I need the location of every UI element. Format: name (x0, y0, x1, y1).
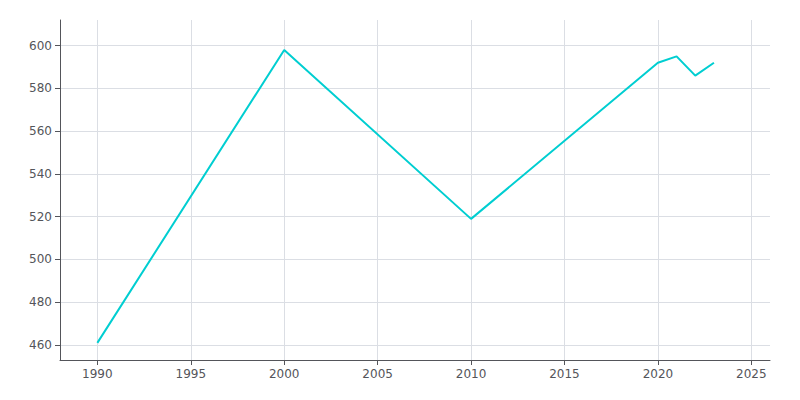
svg-text:1990: 1990 (82, 367, 113, 381)
svg-text:520: 520 (29, 210, 52, 224)
svg-text:500: 500 (29, 252, 52, 266)
svg-text:480: 480 (29, 295, 52, 309)
svg-text:2005: 2005 (362, 367, 393, 381)
svg-text:540: 540 (29, 167, 52, 181)
svg-text:2000: 2000 (269, 367, 300, 381)
svg-text:600: 600 (29, 39, 52, 53)
svg-text:2020: 2020 (643, 367, 674, 381)
svg-text:2010: 2010 (456, 367, 487, 381)
svg-text:2015: 2015 (549, 367, 580, 381)
svg-text:460: 460 (29, 338, 52, 352)
svg-text:1995: 1995 (176, 367, 207, 381)
svg-text:2025: 2025 (736, 367, 767, 381)
svg-text:560: 560 (29, 124, 52, 138)
svg-text:580: 580 (29, 81, 52, 95)
